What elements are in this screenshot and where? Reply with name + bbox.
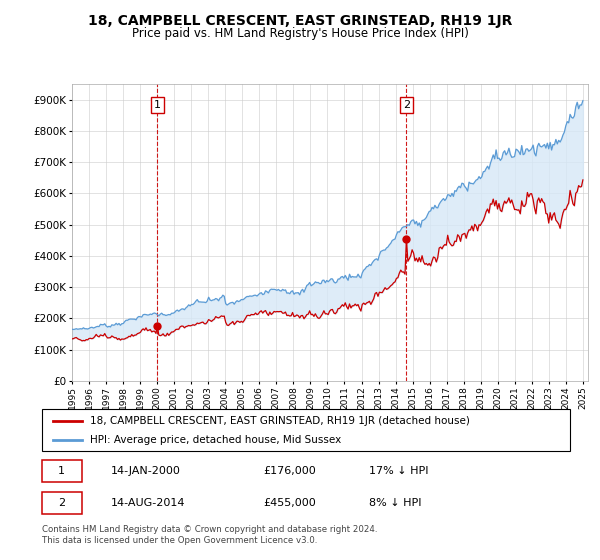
- Text: 2: 2: [403, 100, 410, 110]
- Text: Price paid vs. HM Land Registry's House Price Index (HPI): Price paid vs. HM Land Registry's House …: [131, 27, 469, 40]
- Text: 1: 1: [58, 465, 65, 475]
- Text: Contains HM Land Registry data © Crown copyright and database right 2024.
This d: Contains HM Land Registry data © Crown c…: [42, 525, 377, 545]
- Text: HPI: Average price, detached house, Mid Sussex: HPI: Average price, detached house, Mid …: [89, 435, 341, 445]
- Text: 18, CAMPBELL CRESCENT, EAST GRINSTEAD, RH19 1JR: 18, CAMPBELL CRESCENT, EAST GRINSTEAD, R…: [88, 14, 512, 28]
- Text: 14-AUG-2014: 14-AUG-2014: [110, 498, 185, 508]
- Text: 1: 1: [154, 100, 161, 110]
- Text: 8% ↓ HPI: 8% ↓ HPI: [370, 498, 422, 508]
- Text: 2: 2: [58, 498, 65, 508]
- Text: 17% ↓ HPI: 17% ↓ HPI: [370, 465, 429, 475]
- Text: £176,000: £176,000: [264, 465, 317, 475]
- Text: £455,000: £455,000: [264, 498, 317, 508]
- FancyBboxPatch shape: [42, 492, 82, 514]
- FancyBboxPatch shape: [42, 460, 82, 482]
- Text: 18, CAMPBELL CRESCENT, EAST GRINSTEAD, RH19 1JR (detached house): 18, CAMPBELL CRESCENT, EAST GRINSTEAD, R…: [89, 416, 469, 426]
- Text: 14-JAN-2000: 14-JAN-2000: [110, 465, 181, 475]
